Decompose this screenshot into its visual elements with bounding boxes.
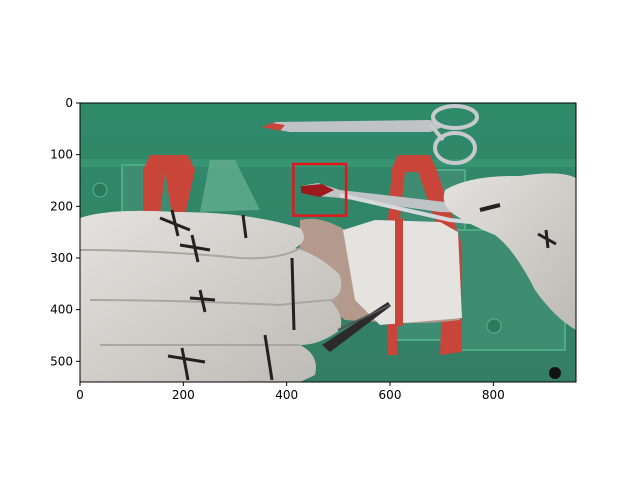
x-tick-label: 400 — [275, 388, 298, 402]
x-tick-label: 0 — [76, 388, 84, 402]
surgical-photo — [80, 103, 576, 382]
axes-frame — [79, 102, 577, 383]
y-tick-label: 300 — [50, 251, 73, 265]
y-tick-label: 500 — [50, 354, 73, 368]
y-tick-label: 0 — [65, 96, 73, 110]
x-axis: 0 200 400 600 800 — [76, 382, 505, 402]
x-tick-label: 800 — [482, 388, 505, 402]
y-tick-label: 100 — [50, 148, 73, 162]
x-tick-label: 200 — [172, 388, 195, 402]
x-tick-label: 600 — [379, 388, 402, 402]
y-tick-label: 400 — [50, 303, 73, 317]
y-axis: 0 100 200 300 400 500 — [50, 96, 80, 368]
detection-bounding-box — [292, 162, 348, 217]
y-tick-label: 200 — [50, 199, 73, 213]
